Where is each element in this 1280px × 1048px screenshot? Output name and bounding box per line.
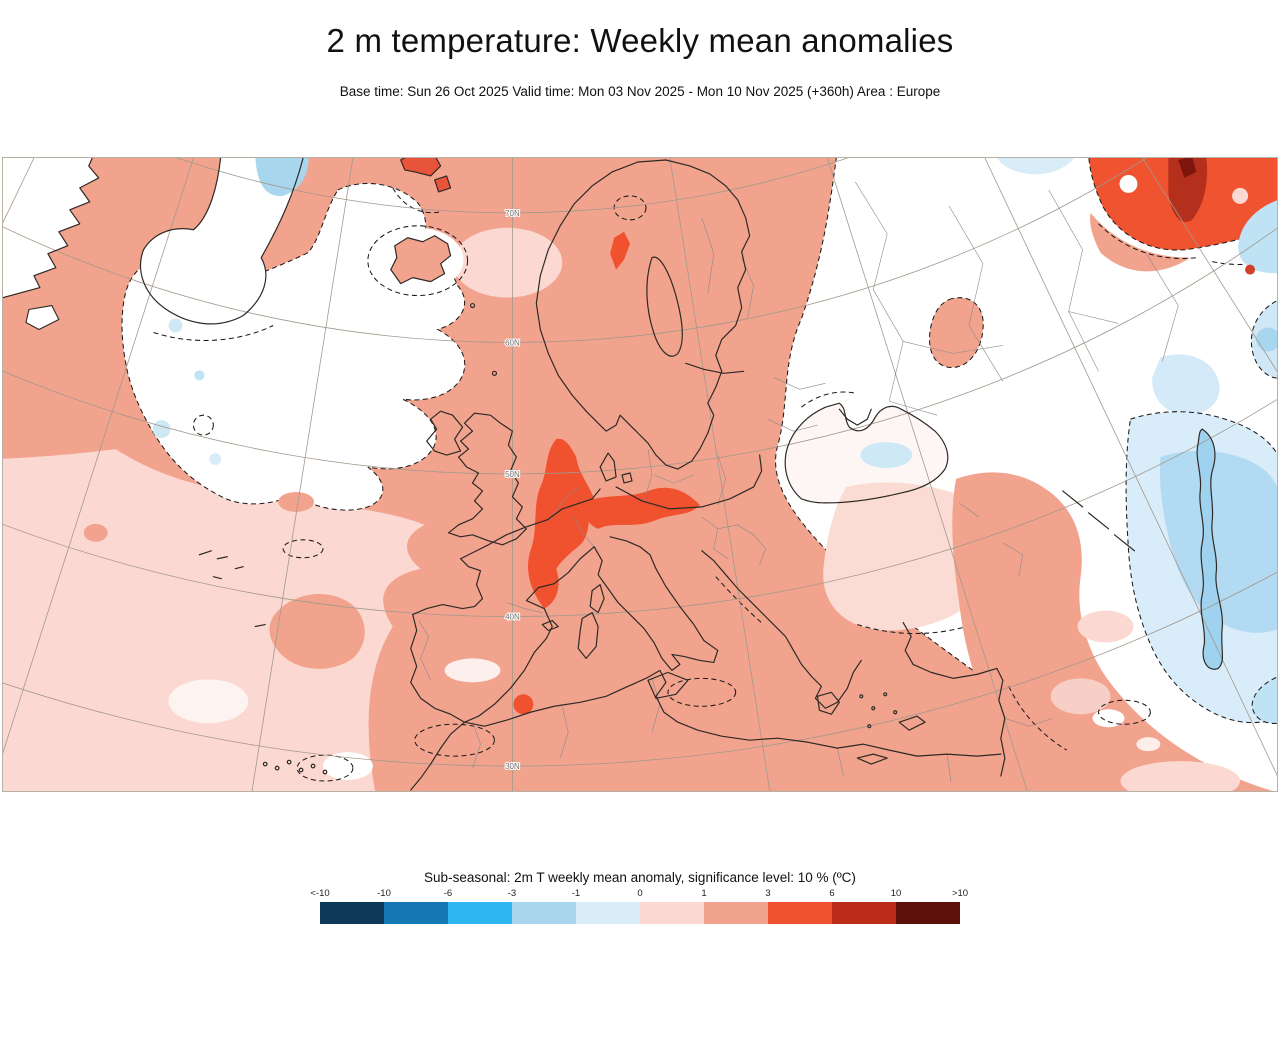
colorbar-cell <box>320 902 384 924</box>
colorbar-tick: 0 <box>637 888 643 899</box>
colorbar-tick: -10 <box>377 888 391 899</box>
colorbar-tick: >10 <box>951 888 969 899</box>
coastlines <box>3 158 1224 791</box>
anomaly-map-svg: 70N 60N 50N 40N 30N <box>3 158 1277 791</box>
colorbar <box>320 902 960 924</box>
anomaly-map: 70N 60N 50N 40N 30N <box>2 157 1278 792</box>
graticule-label: 60N <box>505 338 520 347</box>
page-title: 2 m temperature: Weekly mean anomalies <box>326 22 954 59</box>
colorbar-cell <box>512 902 576 924</box>
colorbar-cell <box>896 902 960 924</box>
colorbar-cell <box>832 902 896 924</box>
colorbar-cell <box>768 902 832 924</box>
colorbar-tick: <-10 <box>310 888 330 899</box>
colorbar-tick: 1 <box>701 888 707 899</box>
colorbar-tick: -3 <box>507 888 517 899</box>
colorbar-tick: 6 <box>829 888 835 899</box>
colorbar-ticks: <-10 -10 -6 -3 -1 0 1 3 6 10 >10 <box>310 888 968 901</box>
legend-caption: Sub-seasonal: 2m T weekly mean anomaly, … <box>424 870 856 885</box>
header: 2 m temperature: Weekly mean anomalies B… <box>0 22 1280 99</box>
colorbar-cell <box>640 902 704 924</box>
colorbar-cell <box>384 902 448 924</box>
graticule-label: 70N <box>505 209 520 218</box>
graticule-label: 50N <box>505 470 520 479</box>
colorbar-tick: 3 <box>765 888 771 899</box>
graticule-label: 30N <box>505 762 520 771</box>
colorbar-tick: 10 <box>890 888 902 899</box>
anomaly-shading <box>3 158 1277 791</box>
colorbar-cell <box>576 902 640 924</box>
graticule-labels: 70N 60N 50N 40N 30N <box>504 208 521 772</box>
colorbar-cell <box>704 902 768 924</box>
colorbar-tick: -6 <box>443 888 453 899</box>
page-subtitle: Base time: Sun 26 Oct 2025 Valid time: M… <box>339 84 941 99</box>
colorbar-cell <box>448 902 512 924</box>
country-borders <box>418 181 1179 783</box>
colorbar-tick: -1 <box>571 888 581 899</box>
legend: Sub-seasonal: 2m T weekly mean anomaly, … <box>310 870 968 924</box>
graticule-label: 40N <box>505 613 520 622</box>
